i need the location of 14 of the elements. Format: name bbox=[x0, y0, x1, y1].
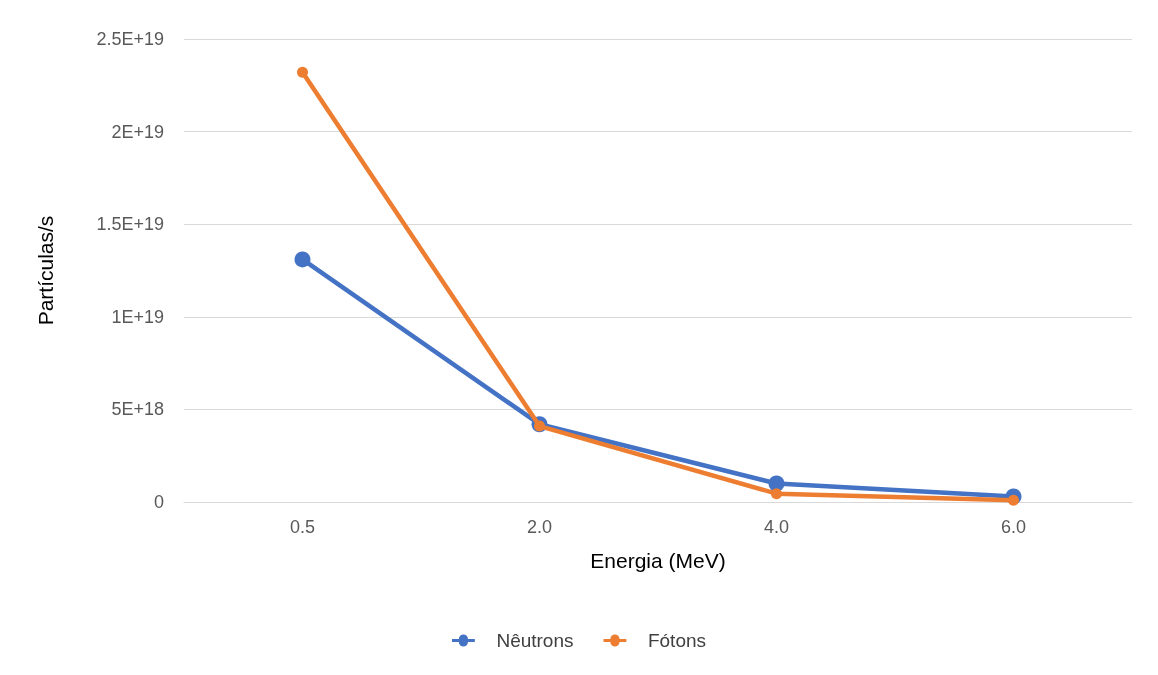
x-axis-title: Energia (MeV) bbox=[590, 549, 726, 572]
legend-label: Fótons bbox=[647, 630, 707, 651]
y-tick-label: 2.5E+19 bbox=[96, 29, 164, 49]
y-tick-label: 1E+19 bbox=[111, 306, 164, 327]
legend-label: Nêutrons bbox=[496, 630, 574, 651]
x-tick-label: 4.0 bbox=[763, 517, 790, 537]
x-tick-label: 2.0 bbox=[526, 517, 553, 537]
y-tick-label: 0 bbox=[153, 492, 164, 512]
y-tick-label: 2E+19 bbox=[111, 121, 164, 142]
y-axis-title: Partículas/s bbox=[34, 215, 57, 326]
x-tick-label: 0.5 bbox=[289, 517, 316, 537]
y-tick-label: 5E+18 bbox=[111, 399, 164, 420]
y-tick-label: 1.5E+19 bbox=[96, 214, 164, 235]
x-tick-label: 6.0 bbox=[1000, 517, 1027, 537]
